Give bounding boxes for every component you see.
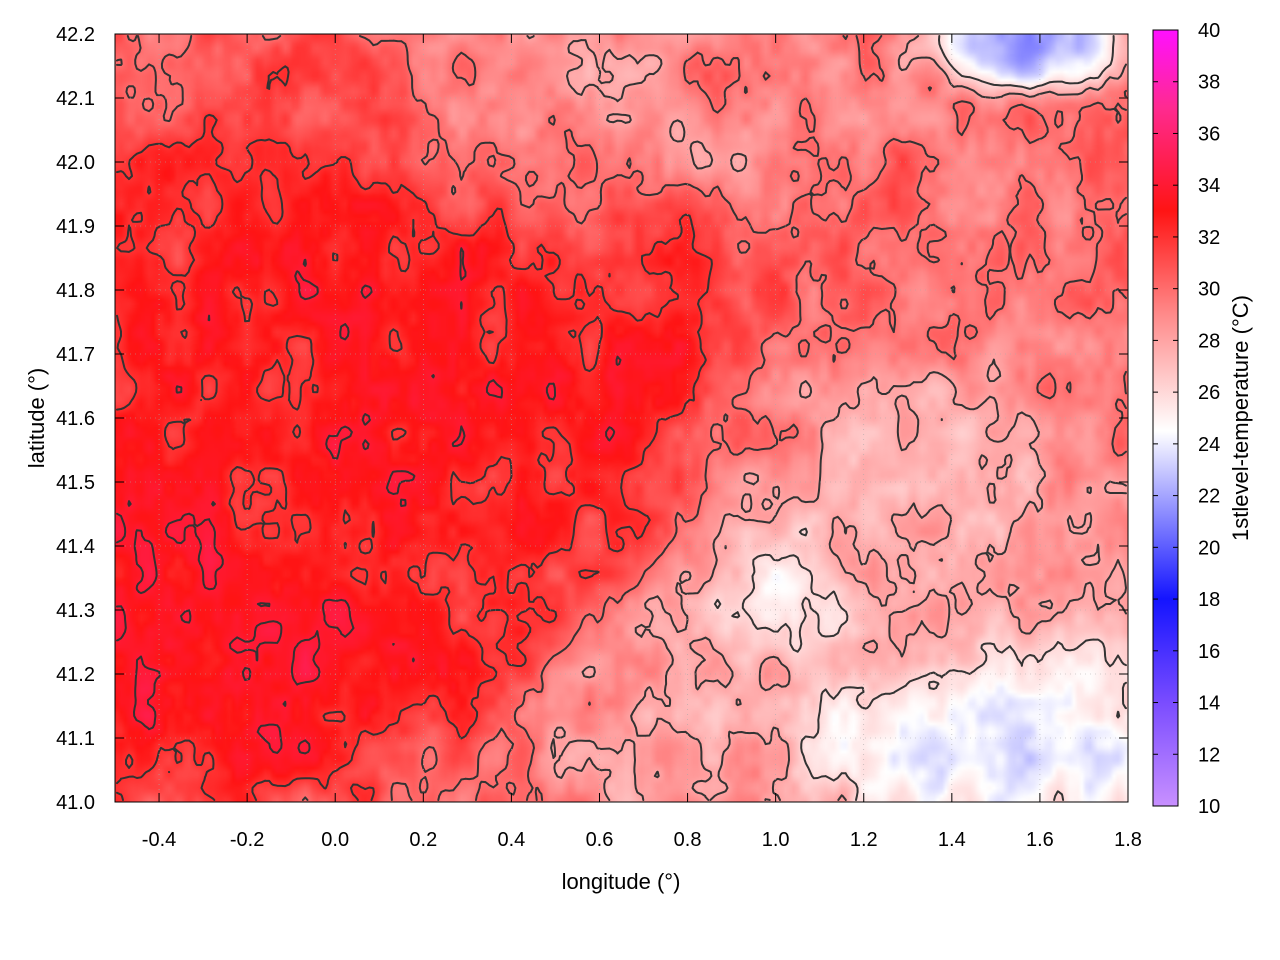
colorbar-ticks: 10 12 14 16 18 20 22 24 26 28 30 32 34 36 38 40	[1153, 20, 1220, 818]
contour-level-26	[713, 35, 1127, 801]
y-tick-label: 41.1	[56, 728, 95, 750]
y-tick-label: 41.0	[56, 792, 95, 814]
y-tick-label: 42.2	[56, 24, 95, 46]
x-tick-label: 0.2	[409, 829, 437, 851]
x-tick-label: 1.0	[762, 829, 790, 851]
y-tick-label: 41.2	[56, 664, 95, 686]
colorbar: 10 12 14 16 18 20 22 24 26 28 30 32 34 36 38 40	[1152, 20, 1220, 818]
colorbar-tick-label: 38	[1198, 72, 1220, 94]
y-tick-label: 42.0	[56, 152, 95, 174]
x-tick-label: -0.4	[142, 829, 176, 851]
colorbar-tick-label: 34	[1198, 175, 1220, 197]
colorbar-tick-label: 36	[1198, 123, 1220, 145]
x-tick-label: 1.4	[938, 829, 966, 851]
colorbar-tick-label: 32	[1198, 227, 1220, 249]
y-tick-label: 41.7	[56, 344, 95, 366]
x-tick-label: 1.2	[850, 829, 878, 851]
colorbar-tick-label: 24	[1198, 434, 1220, 456]
y-tick-label: 41.4	[56, 536, 95, 558]
y-axis: 41.0 41.1 41.2 41.3 41.4 41.5 41.6 41.7 41.8 41.9…	[56, 24, 1128, 814]
plot-area	[114, 33, 1129, 803]
colorbar-title: 1stlevel-temperature (°C)	[1228, 295, 1253, 541]
y-tick-label: 41.8	[56, 280, 95, 302]
y-tick-label: 41.6	[56, 408, 95, 430]
y-tick-label: 41.9	[56, 216, 95, 238]
colorbar-tick-label: 16	[1198, 641, 1220, 663]
colorbar-tick-label: 12	[1198, 744, 1220, 766]
colorbar-tick-label: 18	[1198, 589, 1220, 611]
x-tick-label: 1.6	[1026, 829, 1054, 851]
colorbar-tick-label: 20	[1198, 537, 1220, 559]
contour-lines	[116, 35, 1127, 801]
colorbar-tick-label: 14	[1198, 693, 1220, 715]
colorbar-fill	[1152, 29, 1179, 807]
colorbar-tick-label: 22	[1198, 486, 1220, 508]
y-axis-title: latitude (°)	[24, 368, 49, 469]
colorbar-tick-label: 10	[1198, 796, 1220, 818]
y-tick-label: 41.5	[56, 472, 95, 494]
colorbar-tick-label: 40	[1198, 20, 1220, 42]
colorbar-tick-label: 28	[1198, 330, 1220, 352]
colorbar-tick-label: 30	[1198, 279, 1220, 301]
x-tick-label: 0.4	[497, 829, 525, 851]
temperature-field	[115, 34, 1128, 802]
contour-level-34	[116, 247, 622, 755]
contour-level-30	[116, 35, 1127, 801]
y-tick-label: 41.3	[56, 600, 95, 622]
x-tick-label: 1.8	[1114, 829, 1142, 851]
y-tick-label: 42.1	[56, 88, 95, 110]
contour-level-32	[116, 65, 713, 801]
x-axis: -0.4 -0.2 0.0 0.2 0.4 0.6 0.8 1.0 1.2 1.4 1.6 1.8	[142, 34, 1142, 851]
x-tick-label: -0.2	[230, 829, 264, 851]
contour-level-28	[526, 35, 1127, 801]
x-tick-label: 0.6	[586, 829, 614, 851]
x-tick-label: 0.8	[674, 829, 702, 851]
x-axis-title: longitude (°)	[562, 869, 681, 894]
colorbar-tick-label: 26	[1198, 382, 1220, 404]
x-tick-label: 0.0	[321, 829, 349, 851]
